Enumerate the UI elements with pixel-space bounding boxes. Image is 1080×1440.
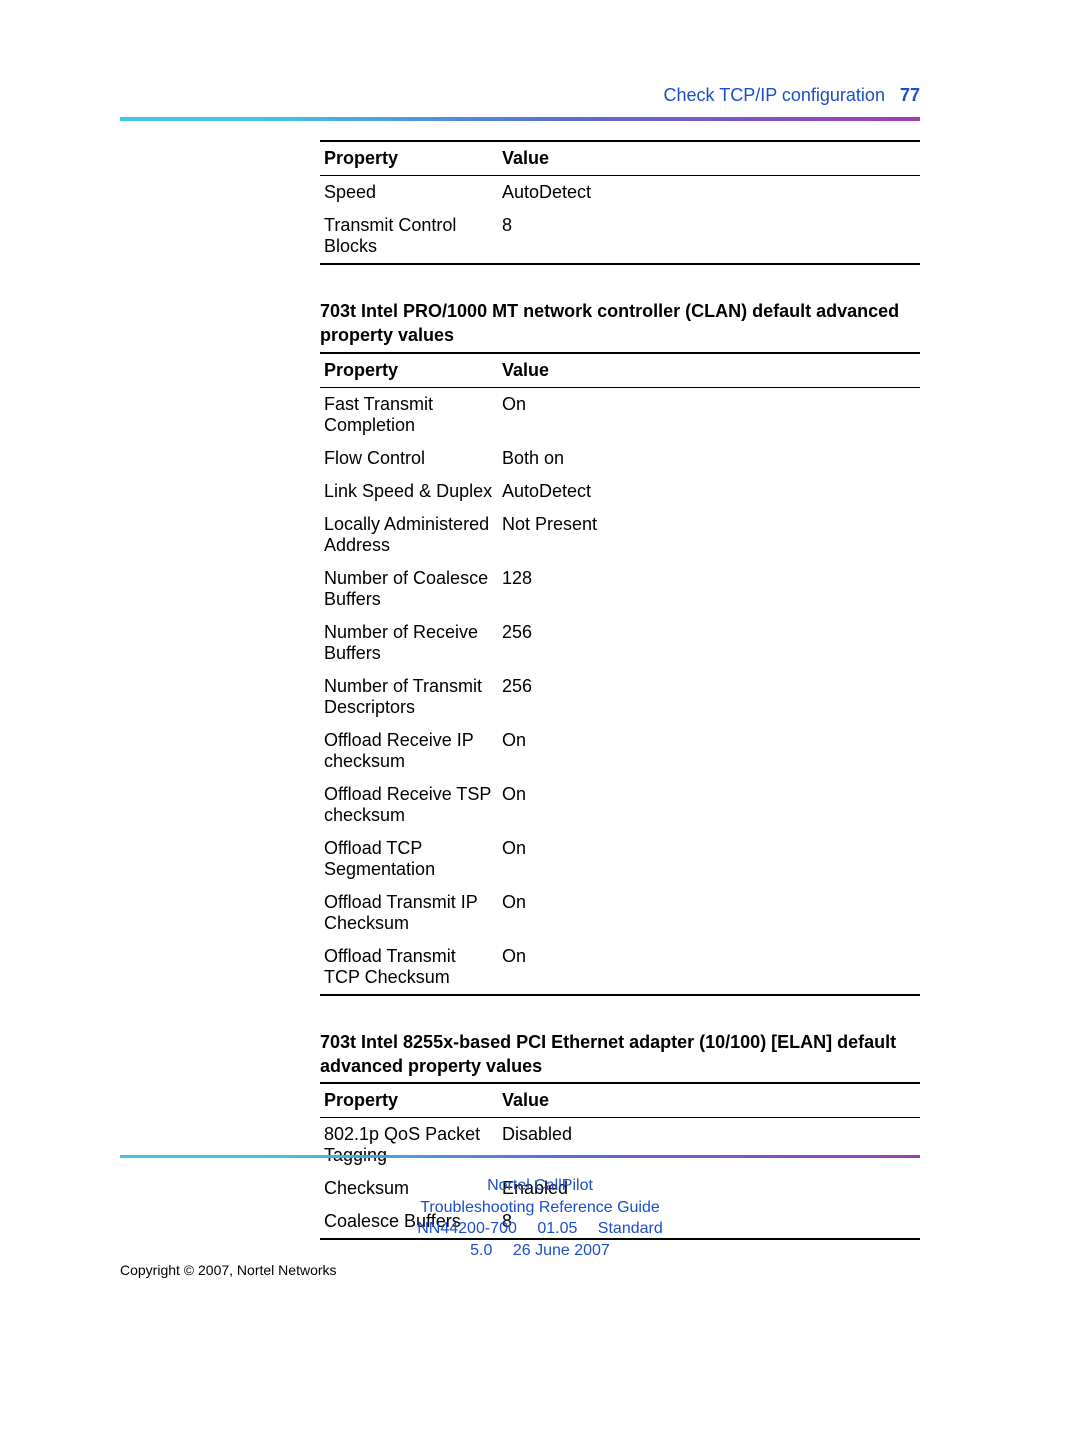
table-row: Offload TCP SegmentationOn: [320, 832, 920, 886]
cell-value: On: [498, 778, 920, 832]
table-row: Offload Receive IP checksumOn: [320, 724, 920, 778]
table-row: Number of Coalesce Buffers128: [320, 562, 920, 616]
footer-line-1: Nortel CallPilot: [0, 1175, 1080, 1197]
table-row: Number of Transmit Descriptors256: [320, 670, 920, 724]
cell-property: Locally Administered Address: [320, 508, 498, 562]
running-title: Check TCP/IP configuration: [664, 85, 885, 105]
cell-property: Speed: [320, 176, 498, 210]
content-area: Property Value Speed AutoDetect Transmit…: [320, 140, 920, 1240]
cell-property: Number of Coalesce Buffers: [320, 562, 498, 616]
footer-line-3: NN44200-700 01.05 Standard: [0, 1218, 1080, 1240]
running-header: Check TCP/IP configuration 77: [664, 85, 921, 106]
section-title-elan: 703t Intel 8255x-based PCI Ethernet adap…: [320, 1030, 920, 1079]
cell-property: Offload TCP Segmentation: [320, 832, 498, 886]
page: Check TCP/IP configuration 77 Property V…: [0, 0, 1080, 1440]
page-number: 77: [900, 85, 920, 105]
cell-value: On: [498, 940, 920, 995]
cell-property: Offload Transmit TCP Checksum: [320, 940, 498, 995]
cell-value: On: [498, 832, 920, 886]
table3-col-value: Value: [498, 1083, 920, 1118]
cell-value: Disabled: [498, 1118, 920, 1173]
table-row: Number of Receive Buffers256: [320, 616, 920, 670]
cell-value: Both on: [498, 442, 920, 475]
page-footer: Nortel CallPilot Troubleshooting Referen…: [0, 1175, 1080, 1261]
cell-property: Number of Transmit Descriptors: [320, 670, 498, 724]
cell-value: On: [498, 886, 920, 940]
table-row: Speed AutoDetect: [320, 176, 920, 210]
cell-value: 256: [498, 670, 920, 724]
table-row: 802.1p QoS Packet TaggingDisabled: [320, 1118, 920, 1173]
table2-col-property: Property: [320, 353, 498, 388]
table-row: Link Speed & DuplexAutoDetect: [320, 475, 920, 508]
cell-value: AutoDetect: [498, 176, 920, 210]
property-table-2: Property Value Fast Transmit CompletionO…: [320, 352, 920, 996]
bottom-gradient-rule: [120, 1155, 920, 1158]
cell-property: Flow Control: [320, 442, 498, 475]
cell-value: 128: [498, 562, 920, 616]
cell-value: 8: [498, 209, 920, 264]
cell-value: On: [498, 387, 920, 442]
table-row: Locally Administered AddressNot Present: [320, 508, 920, 562]
cell-value: On: [498, 724, 920, 778]
footer-line-2: Troubleshooting Reference Guide: [0, 1197, 1080, 1219]
cell-property: 802.1p QoS Packet Tagging: [320, 1118, 498, 1173]
table-row: Offload Transmit IP ChecksumOn: [320, 886, 920, 940]
table-row: Offload Receive TSP checksumOn: [320, 778, 920, 832]
cell-property: Offload Receive IP checksum: [320, 724, 498, 778]
table1-col-property: Property: [320, 141, 498, 176]
cell-value: Not Present: [498, 508, 920, 562]
cell-property: Fast Transmit Completion: [320, 387, 498, 442]
cell-property: Number of Receive Buffers: [320, 616, 498, 670]
table-row: Offload Transmit TCP ChecksumOn: [320, 940, 920, 995]
table1-col-value: Value: [498, 141, 920, 176]
top-gradient-rule: [120, 117, 920, 121]
cell-value: 256: [498, 616, 920, 670]
cell-property: Transmit Control Blocks: [320, 209, 498, 264]
cell-property: Offload Receive TSP checksum: [320, 778, 498, 832]
property-table-1: Property Value Speed AutoDetect Transmit…: [320, 140, 920, 265]
cell-property: Offload Transmit IP Checksum: [320, 886, 498, 940]
table-row: Transmit Control Blocks 8: [320, 209, 920, 264]
table-row: Fast Transmit CompletionOn: [320, 387, 920, 442]
cell-property: Link Speed & Duplex: [320, 475, 498, 508]
section-title-clan: 703t Intel PRO/1000 MT network controlle…: [320, 299, 920, 348]
table3-col-property: Property: [320, 1083, 498, 1118]
table-row: Flow ControlBoth on: [320, 442, 920, 475]
copyright-notice: Copyright © 2007, Nortel Networks: [120, 1262, 337, 1278]
cell-value: AutoDetect: [498, 475, 920, 508]
table2-col-value: Value: [498, 353, 920, 388]
footer-line-4: 5.0 26 June 2007: [0, 1240, 1080, 1262]
